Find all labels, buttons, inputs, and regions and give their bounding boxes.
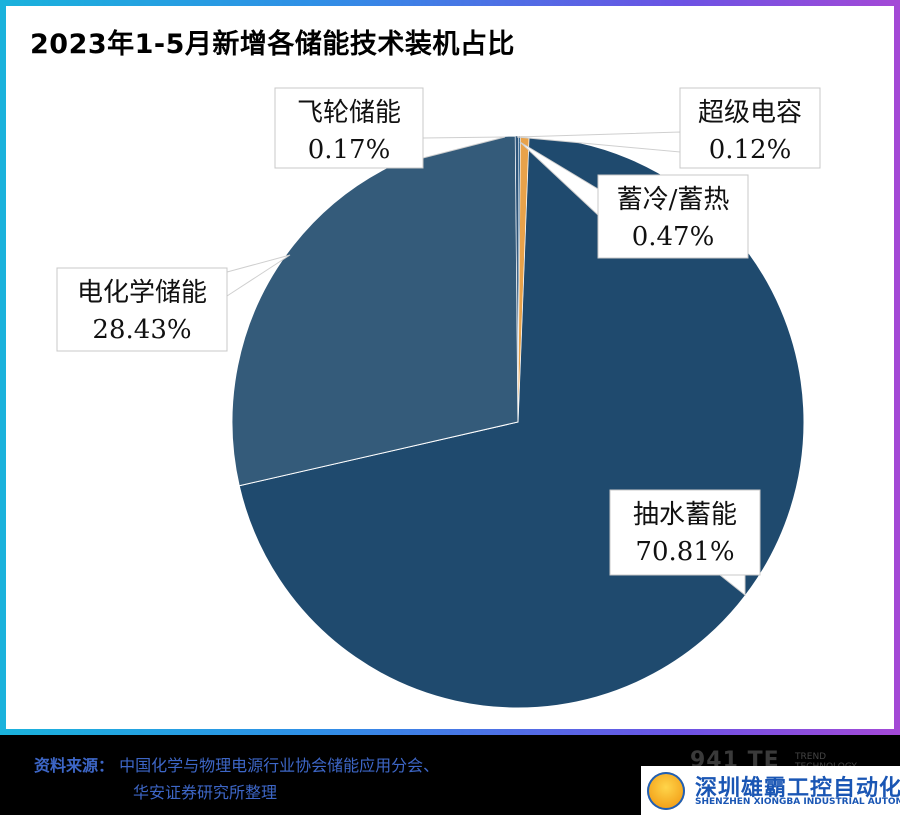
source-label: 资料来源： [34, 756, 115, 775]
source-line-1: 资料来源： 中国化学与物理电源行业协会储能应用分会、 [34, 752, 439, 776]
callout-飞轮储能: 飞轮储能 0.17% [274, 87, 506, 169]
slice-label: 电化学储能 [77, 278, 207, 308]
mascot-badge-icon [647, 772, 685, 810]
slice-label: 蓄冷/蓄热 [617, 185, 730, 215]
slice-value-label: 70.81% [635, 537, 734, 567]
callout-电化学储能: 电化学储能 28.43% [56, 254, 291, 352]
slice-label: 超级电容 [698, 98, 802, 128]
logo-text-en: SHENZHEN XIONGBA INDUSTRIAL AUTOMATION [695, 797, 900, 807]
callout-box [609, 489, 761, 576]
callout-box [56, 267, 228, 352]
pie-chart: 飞轮储能 0.17% 超级电容 0.12% 蓄冷/蓄热 0.47% 电化学储能 28.43% 抽… [56, 87, 821, 709]
callout-box [679, 87, 821, 169]
callout-抽水蓄能: 抽水蓄能 70.81% [609, 489, 761, 597]
callout-超级电容: 超级电容 0.12% [516, 87, 821, 169]
logo-text-cn: 深圳雄霸工控自动化 [695, 776, 900, 801]
slice-value-label: 0.47% [632, 222, 715, 252]
slice-value-label: 28.43% [92, 315, 191, 345]
callout-蓄冷/蓄热: 蓄冷/蓄热 0.47% [519, 141, 749, 259]
slice-label: 飞轮储能 [297, 98, 401, 128]
callout-box [274, 87, 424, 169]
source-text-1: 中国化学与物理电源行业协会储能应用分会、 [119, 756, 440, 775]
callout-box [597, 174, 749, 259]
company-logo: 深圳雄霸工控自动化 SHENZHEN XIONGBA INDUSTRIAL AU… [641, 766, 900, 815]
slice-label: 抽水蓄能 [633, 500, 737, 530]
slice-value-label: 0.17% [308, 135, 391, 165]
slice-value-label: 0.12% [709, 135, 792, 165]
watermark-small-line-1: TREND [795, 752, 827, 762]
source-line-2: 华安证券研究所整理 [133, 783, 278, 802]
chart-title: 2023年1-5月新增各储能技术装机占比 [30, 29, 515, 60]
